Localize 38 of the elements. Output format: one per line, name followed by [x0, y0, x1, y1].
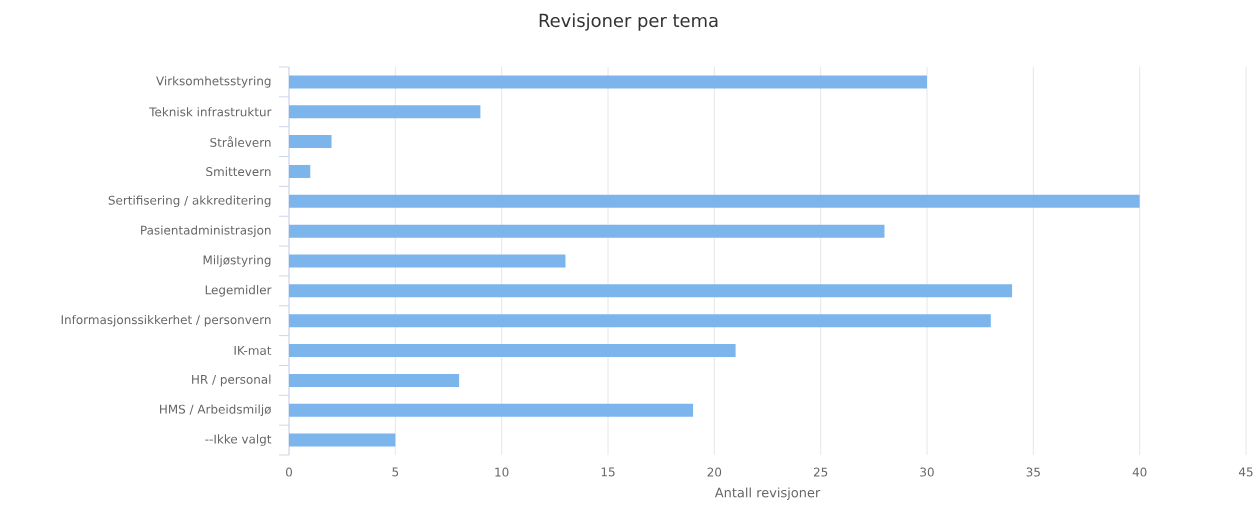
bar — [289, 75, 927, 89]
x-tick-label: 15 — [601, 467, 615, 477]
bar — [289, 164, 311, 178]
chart-title: Revisjoner per tema — [539, 13, 718, 31]
bar — [289, 344, 736, 358]
x-tick-label: 20 — [707, 467, 722, 477]
x-tick-label: 25 — [813, 467, 828, 477]
bar — [289, 284, 1013, 298]
bar — [289, 194, 1140, 208]
y-tick-label: Pasientadministrasjon — [141, 225, 271, 237]
bar — [289, 224, 885, 238]
bar — [289, 105, 481, 119]
y-tick-label: Virksomhetsstyring — [156, 76, 271, 88]
x-tick-label: 40 — [1132, 467, 1147, 477]
y-tick-label: Legemidler — [205, 285, 272, 297]
y-tick-label: Strålevern — [210, 136, 271, 147]
y-tick-label: HMS / Arbeidsmiljø — [160, 404, 272, 417]
x-tick-label: 0 — [285, 467, 293, 477]
x-tick-label: 30 — [920, 467, 934, 477]
x-tick-label: 45 — [1238, 467, 1253, 477]
x-axis-title: Antall revisjoner — [714, 487, 821, 500]
bar — [289, 373, 460, 387]
y-tick-label: --Ikke valgt — [205, 434, 272, 446]
y-tick-label: Informasjonssikkerhet / personvern — [61, 314, 271, 327]
y-tick-label: Sertifisering / akkreditering — [108, 195, 271, 208]
bar — [289, 254, 566, 268]
bar — [289, 433, 396, 447]
x-tick-label: 10 — [495, 467, 509, 477]
y-tick-label: Teknisk infrastruktur — [149, 107, 272, 117]
y-tick-label: Miljøstyring — [203, 255, 271, 267]
y-tick-label: IK-mat — [234, 346, 272, 355]
y-tick-label: HR / personal — [192, 374, 271, 387]
bar — [289, 135, 332, 149]
x-tick-label: 35 — [1026, 467, 1040, 477]
x-tick-label: 5 — [392, 467, 399, 477]
bar — [289, 403, 694, 417]
bar — [289, 314, 991, 328]
y-tick-label: Smittevern — [206, 166, 271, 177]
